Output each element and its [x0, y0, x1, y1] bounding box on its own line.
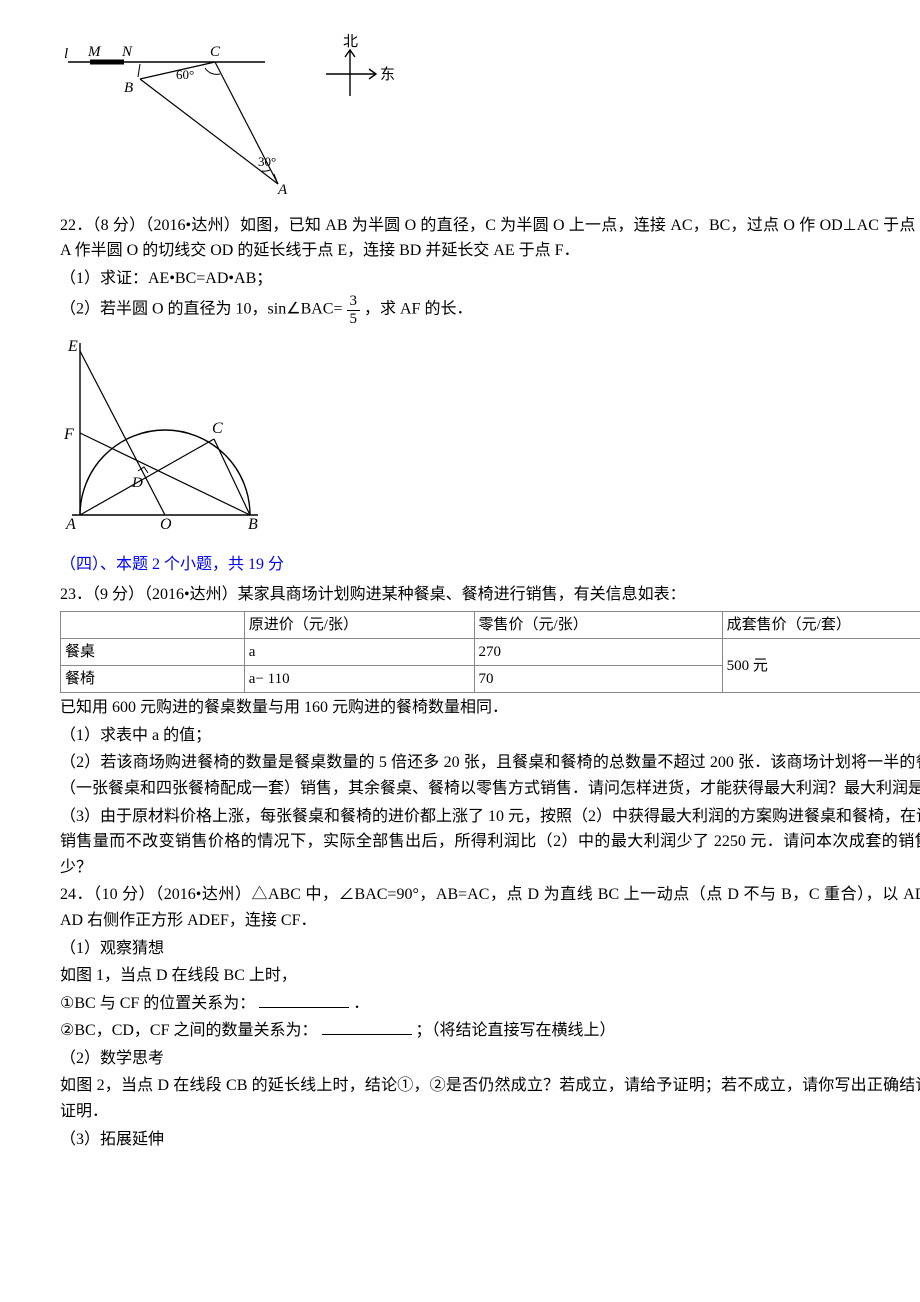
q24-heading: 24．（10 分）（2016•达州）△ABC 中，∠BAC=90°，AB=AC，…	[60, 882, 920, 933]
q23-line2: （1）求表中 a 的值；	[60, 723, 920, 749]
compass-icon: 北 东	[326, 34, 395, 96]
q23-table: 原进价（元/张） 零售价（元/张） 成套售价（元/套） 餐桌 a 270 500…	[60, 611, 920, 693]
label-C: C	[210, 44, 221, 60]
label-F: F	[63, 426, 74, 443]
q22-frac-den: 5	[347, 311, 361, 328]
label-C2: C	[212, 420, 223, 437]
label-A2: A	[65, 516, 76, 531]
q22-part1: （1）求证：AE•BC=AD•AB；	[60, 266, 920, 292]
label-N: N	[121, 44, 133, 60]
table-cell	[61, 612, 245, 639]
table-cell: 70	[474, 666, 722, 693]
q24-s1c-pre: ②BC，CD，CF 之间的数量关系为：	[60, 1022, 318, 1039]
table-cell-merged: 500 元	[722, 639, 920, 693]
q24-s1a: 如图 1，当点 D 在线段 BC 上时，	[60, 963, 920, 989]
blank-input-2[interactable]	[322, 1018, 412, 1035]
table-cell: a	[244, 639, 474, 666]
label-A: A	[277, 182, 288, 194]
q24-s2a: 如图 2，当点 D 在线段 CB 的延长线上时，结论①，②是否仍然成立？若成立，…	[60, 1073, 920, 1124]
label-ang30: 30°	[258, 154, 276, 169]
q24-s2-title: （2）数学思考	[60, 1046, 920, 1072]
q21-diagram-svg: l M N B C 60° 30° A 北 东	[60, 34, 400, 194]
q24-s1b-post: ．	[353, 995, 369, 1012]
q23-line4: （3）由于原材料价格上涨，每张餐桌和餐椅的进价都上涨了 10 元，按照（2）中获…	[60, 804, 920, 881]
q22-p2-pre: （2）若半圆 O 的直径为 10，sin∠BAC=	[60, 301, 343, 318]
q22-part2: （2）若半圆 O 的直径为 10，sin∠BAC= 3 5 ，求 AF 的长．	[60, 293, 920, 327]
q22-heading: 22．（8 分）（2016•达州）如图，已知 AB 为半圆 O 的直径，C 为半…	[60, 213, 920, 264]
q23-line1: 已知用 600 元购进的餐桌数量与用 160 元购进的餐椅数量相同．	[60, 695, 920, 721]
q23-line3: （2）若该商场购进餐椅的数量是餐桌数量的 5 倍还多 20 张，且餐桌和餐椅的总…	[60, 750, 920, 801]
q22-frac-num: 3	[347, 293, 361, 311]
figure-q21: l M N B C 60° 30° A 北 东	[60, 34, 920, 203]
label-B2: B	[248, 516, 258, 531]
label-O: O	[160, 516, 172, 531]
q24-s1b: ①BC 与 CF 的位置关系为： ．	[60, 991, 920, 1017]
figure-q22: E F A O B C D	[60, 331, 920, 540]
blank-input-1[interactable]	[259, 991, 349, 1008]
label-D: D	[131, 475, 143, 491]
q22-fraction: 3 5	[347, 293, 361, 327]
q23-heading: 23．（9 分）（2016•达州）某家具商场计划购进某种餐桌、餐椅进行销售，有关…	[60, 582, 920, 608]
label-l: l	[64, 46, 68, 62]
table-cell: 原进价（元/张）	[244, 612, 474, 639]
table-cell: a− 110	[244, 666, 474, 693]
table-row: 餐桌 a 270 500 元	[61, 639, 920, 666]
label-east: 东	[380, 66, 395, 83]
q24-s1b-pre: ①BC 与 CF 的位置关系为：	[60, 995, 255, 1012]
q24-s1c-post: ；（将结论直接写在横线上）	[416, 1022, 616, 1039]
table-cell: 餐桌	[61, 639, 245, 666]
label-B: B	[124, 80, 133, 96]
table-cell: 成套售价（元/套）	[722, 612, 920, 639]
q22-diagram-svg: E F A O B C D	[60, 331, 270, 531]
label-north: 北	[343, 34, 358, 50]
table-cell: 餐椅	[61, 666, 245, 693]
q24-s1-title: （1）观察猜想	[60, 936, 920, 962]
table-cell: 零售价（元/张）	[474, 612, 722, 639]
label-ang60: 60°	[176, 67, 194, 82]
section-4-heading: （四）、本题 2 个小题，共 19 分	[60, 552, 920, 578]
q22-p2-post: ，求 AF 的长．	[364, 301, 472, 318]
q24-s1c: ②BC，CD，CF 之间的数量关系为： ；（将结论直接写在横线上）	[60, 1018, 920, 1044]
table-cell: 270	[474, 639, 722, 666]
table-row: 原进价（元/张） 零售价（元/张） 成套售价（元/套）	[61, 612, 920, 639]
label-E: E	[67, 338, 78, 355]
label-M: M	[87, 44, 102, 60]
q24-s3-title: （3）拓展延伸	[60, 1127, 920, 1153]
